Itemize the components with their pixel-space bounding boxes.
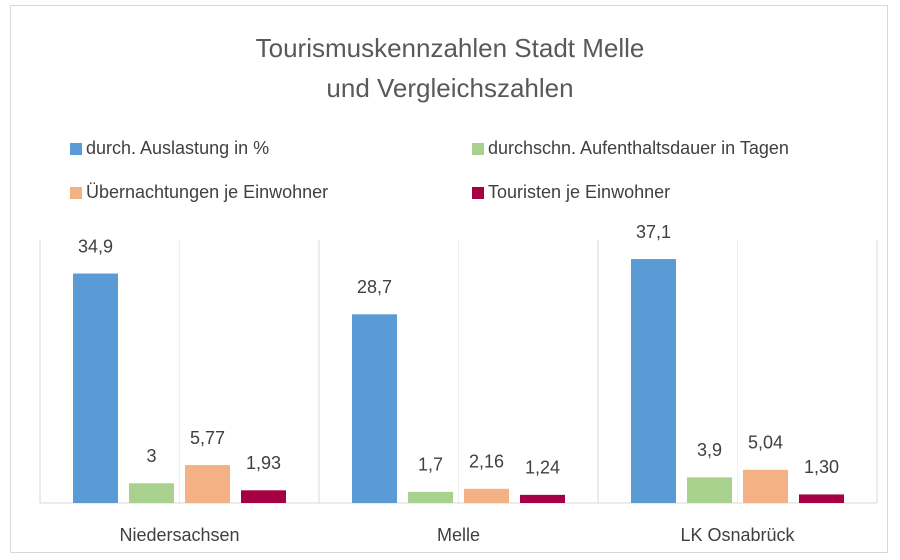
legend-swatch: [472, 143, 484, 155]
data-label: 2,16: [469, 452, 504, 472]
data-label: 1,93: [246, 453, 281, 473]
legend-swatch: [70, 187, 82, 199]
bar: [631, 259, 676, 503]
legend-label: Touristen je Einwohner: [488, 182, 670, 202]
x-tick-label: LK Osnabrück: [680, 525, 795, 545]
legend-swatch: [472, 187, 484, 199]
bar: [241, 490, 286, 503]
data-label: 28,7: [357, 277, 392, 297]
chart-border: [10, 5, 888, 553]
data-label: 37,1: [636, 222, 671, 242]
bar: [743, 469, 788, 503]
data-label: 3,9: [697, 440, 722, 460]
data-label: 1,7: [418, 455, 443, 475]
data-label: 3: [146, 446, 156, 466]
chart-title: Tourismuskennzahlen Stadt Melle: [256, 33, 645, 63]
bar: [464, 488, 509, 503]
bar: [520, 494, 565, 503]
data-label: 1,24: [525, 458, 560, 478]
x-tick-label: Melle: [437, 525, 480, 545]
legend-label: Übernachtungen je Einwohner: [86, 182, 328, 202]
legend-label: durch. Auslastung in %: [86, 138, 269, 158]
legend-label: durchschn. Aufenthaltsdauer in Tagen: [488, 138, 789, 158]
bar: [799, 494, 844, 503]
data-label: 5,77: [190, 428, 225, 448]
bar: [687, 477, 732, 503]
x-tick-label: Niedersachsen: [119, 525, 239, 545]
chart-title: und Vergleichszahlen: [326, 73, 573, 103]
data-label: 1,30: [804, 457, 839, 477]
bar: [185, 465, 230, 503]
bar: [408, 491, 453, 503]
bar: [129, 483, 174, 503]
data-label: 34,9: [78, 236, 113, 256]
data-label: 5,04: [748, 433, 783, 453]
legend-swatch: [70, 143, 82, 155]
bar: [352, 314, 397, 503]
bar: [73, 273, 118, 503]
